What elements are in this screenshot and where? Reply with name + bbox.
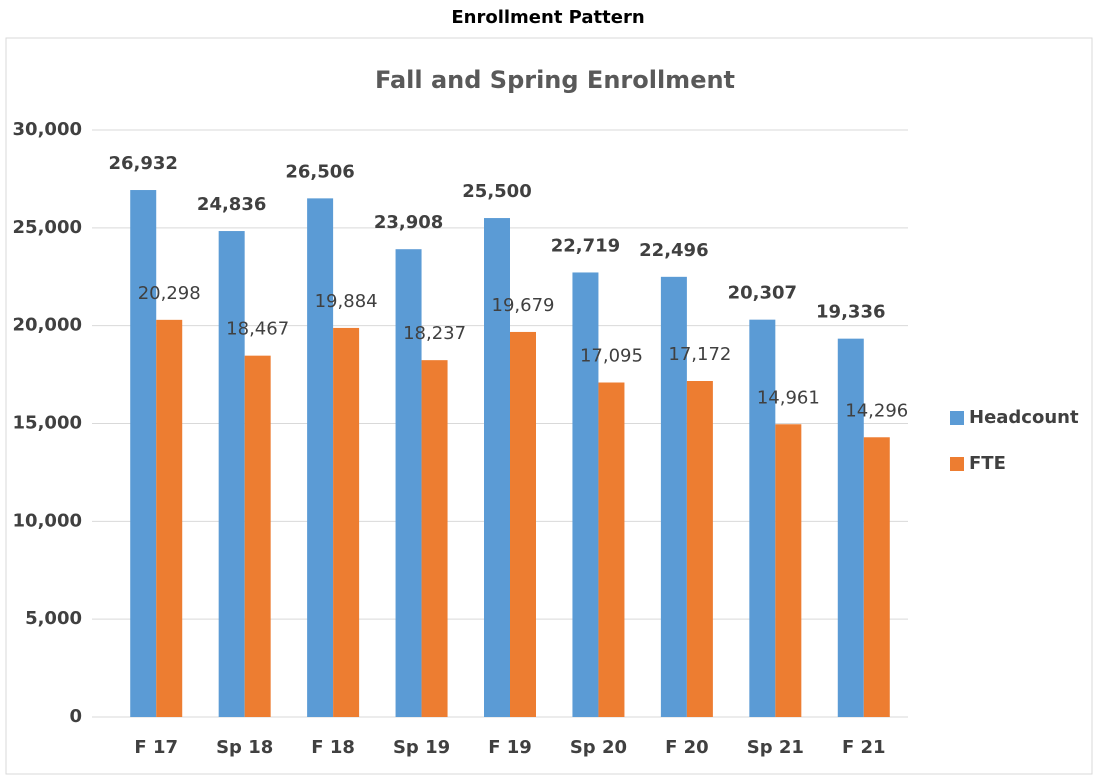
- bar: [572, 272, 599, 717]
- y-tick-label: 0: [69, 706, 82, 727]
- data-label: 14,961: [757, 387, 820, 408]
- data-label: 18,237: [403, 323, 466, 344]
- data-label: 17,172: [668, 344, 731, 365]
- bar: [156, 319, 183, 717]
- data-label: 17,095: [580, 346, 643, 367]
- data-label: 19,336: [816, 302, 885, 323]
- bar: [863, 437, 890, 717]
- bar: [598, 382, 625, 717]
- bar: [333, 327, 360, 717]
- x-tick-label: F 17: [134, 737, 178, 758]
- y-tick-label: 25,000: [13, 217, 82, 238]
- data-label: 23,908: [374, 212, 443, 233]
- x-tick-label: F 20: [665, 737, 709, 758]
- bar: [749, 319, 776, 717]
- chart-title: Fall and Spring Enrollment: [375, 66, 735, 94]
- bar: [421, 360, 448, 717]
- bar: [775, 424, 802, 717]
- data-label: 18,467: [226, 319, 289, 340]
- bar: [660, 276, 687, 717]
- page-title: Enrollment Pattern: [451, 7, 644, 28]
- data-label: 14,296: [845, 400, 908, 421]
- data-label: 26,506: [285, 161, 354, 182]
- data-label: 22,719: [551, 235, 620, 256]
- legend-label: Headcount: [969, 407, 1079, 428]
- y-tick-label: 10,000: [13, 510, 82, 531]
- data-label: 19,884: [315, 291, 378, 312]
- bar: [510, 331, 536, 717]
- y-tick-label: 15,000: [13, 413, 82, 434]
- legend-swatch: [950, 457, 964, 471]
- y-tick-label: 5,000: [25, 608, 82, 629]
- legend-label: FTE: [969, 453, 1006, 474]
- y-tick-label: 30,000: [13, 119, 82, 140]
- x-tick-label: Sp 20: [570, 737, 627, 758]
- x-tick-label: F 18: [311, 737, 355, 758]
- bar: [244, 355, 271, 717]
- bar: [307, 198, 334, 717]
- y-tick-label: 20,000: [13, 315, 82, 336]
- data-label: 20,307: [728, 283, 797, 304]
- bar: [218, 231, 245, 717]
- bar: [484, 218, 510, 718]
- x-tick-label: F 19: [488, 737, 532, 758]
- data-label: 26,932: [108, 153, 177, 174]
- x-tick-label: Sp 18: [216, 737, 273, 758]
- data-label: 22,496: [639, 240, 708, 261]
- x-tick-label: Sp 19: [393, 737, 450, 758]
- data-label: 19,679: [492, 295, 555, 316]
- x-tick-label: Sp 21: [747, 737, 804, 758]
- chart-frame: [5, 37, 1093, 775]
- data-label: 20,298: [138, 283, 201, 304]
- bar: [395, 249, 422, 717]
- bar: [130, 190, 157, 718]
- data-label: 24,836: [197, 194, 266, 215]
- legend-swatch: [950, 411, 964, 425]
- x-tick-label: F 21: [842, 737, 886, 758]
- bar: [686, 381, 713, 717]
- bar: [837, 338, 864, 717]
- data-label: 25,500: [462, 181, 531, 202]
